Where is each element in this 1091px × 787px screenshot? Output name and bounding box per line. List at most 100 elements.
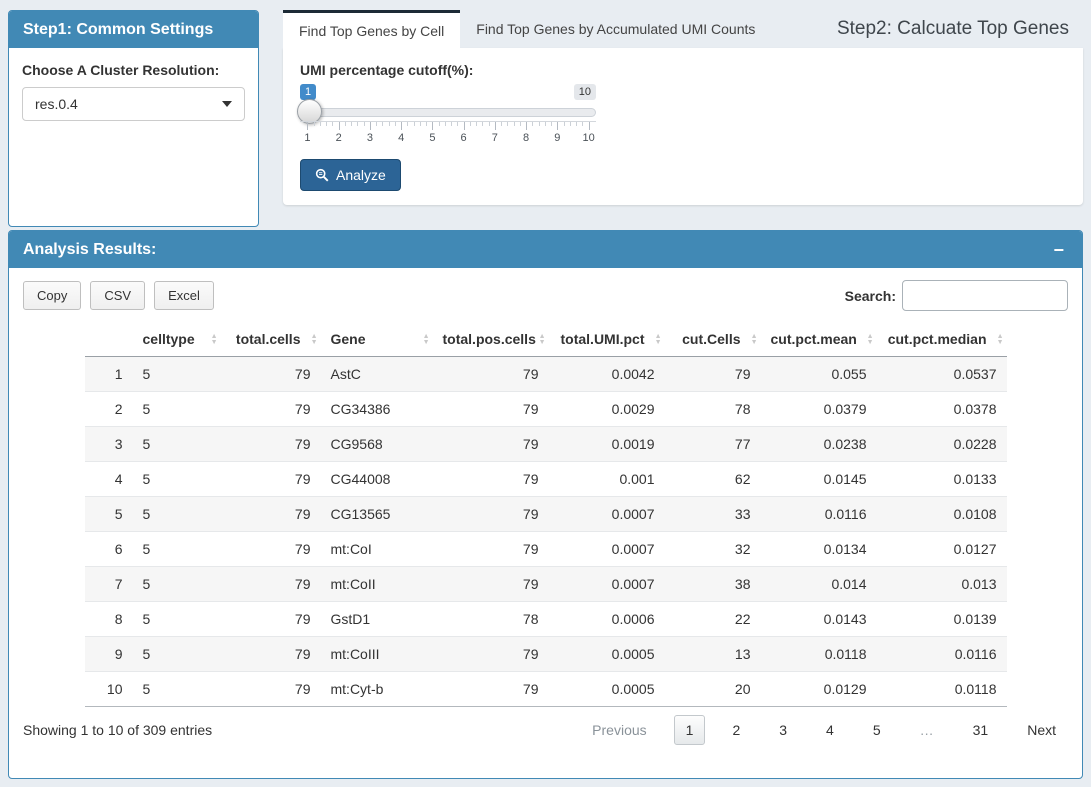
paginate-page-1[interactable]: 1 xyxy=(673,715,706,745)
row-number: 8 xyxy=(84,601,133,637)
table-toolbar: Copy CSV Excel Search: xyxy=(23,280,1068,311)
table-cell: 79 xyxy=(220,391,321,427)
table-cell: 0.0116 xyxy=(760,496,877,532)
table-row[interactable]: 6 5 79 mt:CoI 79 0.0007 32 0.0134 0.0127 xyxy=(84,531,1007,567)
slider-tick-minor xyxy=(544,122,546,126)
column-header-label: total.cells xyxy=(235,331,301,347)
column-header-gene[interactable]: Gene ▲ ▼ xyxy=(320,323,433,357)
slider-handle[interactable] xyxy=(297,99,322,124)
copy-button[interactable]: Copy xyxy=(23,281,82,310)
slider-track[interactable] xyxy=(300,108,596,117)
slider-tick-minor xyxy=(326,122,328,126)
paginate-page-31[interactable]: 31 xyxy=(972,722,989,738)
column-header-label: Gene xyxy=(330,331,366,347)
slider-tick-minor xyxy=(382,122,384,126)
slider-tick-minor xyxy=(501,122,503,126)
table-row[interactable]: 3 5 79 CG9568 79 0.0019 77 0.0238 0.0228 xyxy=(84,426,1007,462)
column-header-total-umi-pct[interactable]: total.UMI.pct ▲ ▼ xyxy=(548,323,665,357)
sort-icon: ▲ ▼ xyxy=(866,333,874,346)
slider-grid: 1 2 3 4 5 6 7 8 9 10 xyxy=(300,121,596,146)
analyze-button[interactable]: Analyze xyxy=(300,159,401,191)
table-cell: 0.0005 xyxy=(548,636,665,672)
table-cell: CG44008 xyxy=(320,461,433,497)
row-number: 10 xyxy=(84,671,133,707)
column-header-cut-pct-mean[interactable]: cut.pct.mean ▲ ▼ xyxy=(760,323,877,357)
search-label: Search: xyxy=(844,287,896,304)
slider-tick-minor xyxy=(469,122,471,126)
table-cell: 38 xyxy=(664,566,761,602)
paginate-page-2[interactable]: 2 xyxy=(732,722,741,738)
table-cell: 79 xyxy=(432,566,549,602)
slider-tick-label: 4 xyxy=(398,132,405,144)
table-row[interactable]: 5 5 79 CG13565 79 0.0007 33 0.0116 0.0108 xyxy=(84,496,1007,532)
table-cell: 0.055 xyxy=(760,356,877,392)
cluster-resolution-select[interactable]: res.0.4 xyxy=(22,87,245,121)
table-row[interactable]: 7 5 79 mt:CoII 79 0.0007 38 0.014 0.013 xyxy=(84,566,1007,602)
table-row[interactable]: 8 5 79 GstD1 78 0.0006 22 0.0143 0.0139 xyxy=(84,601,1007,637)
row-number: 3 xyxy=(84,426,133,462)
tab-find-top-genes-by-cell[interactable]: Find Top Genes by Cell xyxy=(283,10,461,48)
column-header-total-cells[interactable]: total.cells ▲ ▼ xyxy=(220,323,321,357)
table-cell: 5 xyxy=(132,636,221,672)
collapse-button[interactable]: − xyxy=(1049,241,1068,259)
cluster-resolution-value: res.0.4 xyxy=(35,96,78,112)
row-number: 7 xyxy=(84,566,133,602)
table-cell: mt:CoIII xyxy=(320,636,433,672)
table-cell: AstC xyxy=(320,356,433,392)
table-row[interactable]: 9 5 79 mt:CoIII 79 0.0005 13 0.0118 0.0116 xyxy=(84,636,1007,672)
table-cell: 78 xyxy=(432,601,549,637)
umi-cutoff-slider[interactable]: 1 10 1 2 3 4 5 6 7 8 9 10 xyxy=(297,84,596,146)
slider-tick-minor xyxy=(476,122,478,126)
slider-tick-label: 6 xyxy=(460,132,467,144)
sort-desc-icon: ▼ xyxy=(210,338,218,346)
tab-bar: Find Top Genes by Cell Find Top Genes by … xyxy=(283,10,1083,48)
paginate-page-5[interactable]: 5 xyxy=(872,722,881,738)
table-row[interactable]: 10 5 79 mt:Cyt-b 79 0.0005 20 0.0129 0.0118 xyxy=(84,671,1007,707)
excel-button[interactable]: Excel xyxy=(154,281,214,310)
slider-tick-label: 3 xyxy=(366,132,373,144)
slider-tick-label: 7 xyxy=(491,132,498,144)
column-header-celltype[interactable]: celltype ▲ ▼ xyxy=(132,323,221,357)
csv-button[interactable]: CSV xyxy=(90,281,146,310)
table-cell: 5 xyxy=(132,461,221,497)
table-row[interactable]: 4 5 79 CG44008 79 0.001 62 0.0145 0.0133 xyxy=(84,461,1007,497)
column-header-cut-pct-median[interactable]: cut.pct.median ▲ ▼ xyxy=(876,323,1007,357)
step1-panel-body: Choose A Cluster Resolution: res.0.4 xyxy=(9,48,258,135)
table-cell: 79 xyxy=(432,531,549,567)
sort-desc-icon: ▼ xyxy=(866,338,874,346)
slider-tick-minor xyxy=(551,122,553,126)
table-cell: 0.0134 xyxy=(760,531,877,567)
slider-tick-minor xyxy=(332,122,334,126)
slider-tick-minor xyxy=(451,122,453,126)
paginate-page-3[interactable]: 3 xyxy=(779,722,788,738)
slider-tick-minor xyxy=(357,122,359,126)
sort-desc-icon: ▼ xyxy=(538,338,546,346)
sort-desc-icon: ▼ xyxy=(310,338,318,346)
slider-tick-label: 5 xyxy=(429,132,436,144)
row-number: 2 xyxy=(84,391,133,427)
paginate-previous[interactable]: Previous xyxy=(592,722,647,738)
column-header-label: celltype xyxy=(142,331,195,347)
table-cell: 79 xyxy=(220,531,321,567)
paginate-next[interactable]: Next xyxy=(1027,722,1056,738)
slider-max-label: 10 xyxy=(573,84,596,100)
slider-tick-minor xyxy=(376,122,378,126)
table-row[interactable]: 1 5 79 AstC 79 0.0042 79 0.055 0.0537 xyxy=(84,356,1007,392)
table-row[interactable]: 2 5 79 CG34386 79 0.0029 78 0.0379 0.0378 xyxy=(84,391,1007,427)
search-input[interactable] xyxy=(902,280,1068,311)
table-cell: 5 xyxy=(132,531,221,567)
step1-panel-header: Step1: Common Settings xyxy=(9,11,258,48)
slider-tick-minor xyxy=(538,122,540,126)
table-cell: 13 xyxy=(664,636,761,672)
table-cell: 0.0378 xyxy=(876,391,1007,427)
paginate-page-4[interactable]: 4 xyxy=(826,722,834,738)
column-header-total-pos-cells[interactable]: total.pos.cells ▲ ▼ xyxy=(432,323,549,357)
cluster-resolution-label: Choose A Cluster Resolution: xyxy=(22,62,220,78)
column-header-cut-cells[interactable]: cut.Cells ▲ ▼ xyxy=(664,323,761,357)
table-cell: 0.0537 xyxy=(876,356,1007,392)
table-cell: 0.0127 xyxy=(876,531,1007,567)
sort-asc-icon: ▲ xyxy=(422,332,430,340)
table-cell: 79 xyxy=(220,426,321,462)
tab-find-top-genes-by-accumulated-umi-counts[interactable]: Find Top Genes by Accumulated UMI Counts xyxy=(476,21,756,37)
table-cell: 0.001 xyxy=(548,461,665,497)
